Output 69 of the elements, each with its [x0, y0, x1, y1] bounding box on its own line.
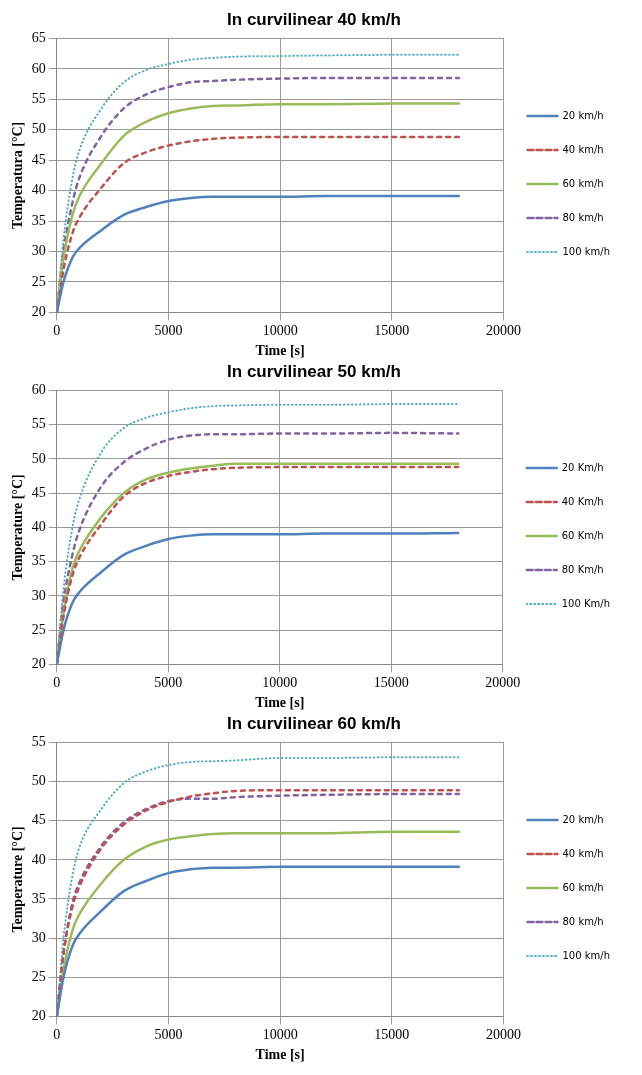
y-tick-label: 30 — [31, 587, 46, 603]
x-tick-label: 0 — [53, 323, 61, 339]
legend-label: 80 Km/h — [561, 563, 604, 575]
y-tick-label: 50 — [31, 121, 46, 137]
legend-label: 40 km/h — [562, 847, 604, 859]
legend-label: 20 km/h — [562, 813, 604, 825]
legend-label: 80 km/h — [562, 211, 604, 223]
line-series — [56, 865, 461, 1017]
x-tick-label: 20000 — [486, 1027, 521, 1043]
x-tick-label: 20000 — [486, 323, 521, 339]
y-tick-label: 55 — [31, 90, 46, 106]
x-axis-title: Time [s] — [255, 1047, 305, 1063]
chart-title: In curvilinear 40 km/h — [227, 9, 401, 29]
x-tick-label: 0 — [53, 1027, 61, 1043]
x-tick-label: 20000 — [485, 675, 521, 691]
y-tick-label: 35 — [31, 212, 46, 228]
x-tick-label: 10000 — [262, 675, 298, 691]
legend-label: 60 km/h — [562, 881, 604, 893]
legend-label: 40 Km/h — [561, 495, 604, 507]
legend-label: 80 km/h — [562, 915, 604, 927]
legend-label: 20 Km/h — [561, 461, 604, 473]
legend-label: 20 km/h — [562, 109, 604, 121]
y-tick-label: 55 — [31, 416, 46, 432]
legend-label: 60 km/h — [562, 177, 604, 189]
legend-label: 100 Km/h — [561, 597, 611, 609]
y-tick-label: 20 — [31, 1008, 46, 1024]
y-tick-label: 45 — [31, 484, 46, 500]
x-tick-label: 10000 — [262, 1027, 298, 1043]
y-tick-label: 45 — [31, 151, 46, 167]
y-tick-label: 25 — [31, 273, 46, 289]
y-tick-label: 40 — [31, 851, 46, 867]
y-axis-title: Temperature [°C] — [10, 826, 26, 933]
y-tick-label: 20 — [31, 656, 46, 672]
y-tick-label: 40 — [31, 519, 46, 535]
y-tick-label: 30 — [31, 929, 46, 945]
y-axis-title: Temperature [°C] — [10, 474, 26, 581]
y-tick-label: 65 — [31, 30, 46, 46]
x-tick-label: 15000 — [374, 1027, 410, 1043]
x-tick-label: 5000 — [154, 675, 183, 691]
y-tick-label: 35 — [31, 553, 46, 569]
y-tick-label: 30 — [31, 243, 46, 259]
x-tick-label: 10000 — [262, 323, 298, 339]
y-tick-label: 60 — [31, 60, 46, 76]
line-series — [56, 194, 461, 313]
y-tick-label: 20 — [31, 304, 46, 320]
chart-title: In curvilinear 50 km/h — [227, 361, 401, 381]
legend-label: 100 km/h — [562, 245, 611, 257]
y-tick-label: 25 — [31, 968, 46, 984]
y-tick-label: 55 — [31, 734, 46, 750]
y-tick-label: 25 — [31, 621, 46, 637]
legend-label: 100 km/h — [562, 949, 611, 961]
y-tick-label: 40 — [31, 182, 46, 198]
x-axis-title: Time [s] — [255, 695, 305, 711]
x-tick-label: 15000 — [373, 675, 409, 691]
x-tick-label: 5000 — [154, 323, 183, 339]
y-tick-label: 50 — [31, 773, 46, 789]
y-axis-title: Temperatura [°C] — [10, 121, 26, 230]
y-tick-label: 35 — [31, 890, 46, 906]
x-axis-title: Time [s] — [255, 343, 305, 359]
y-tick-label: 45 — [31, 812, 46, 828]
legend-label: 40 km/h — [562, 143, 604, 155]
x-tick-label: 5000 — [154, 1027, 183, 1043]
legend-label: 60 Km/h — [561, 529, 604, 541]
chart-title: In curvilinear 60 km/h — [227, 713, 401, 733]
y-tick-label: 60 — [31, 382, 46, 398]
line-series — [56, 531, 460, 665]
x-tick-label: 0 — [53, 675, 61, 691]
y-tick-label: 50 — [31, 450, 46, 466]
x-tick-label: 15000 — [374, 323, 410, 339]
